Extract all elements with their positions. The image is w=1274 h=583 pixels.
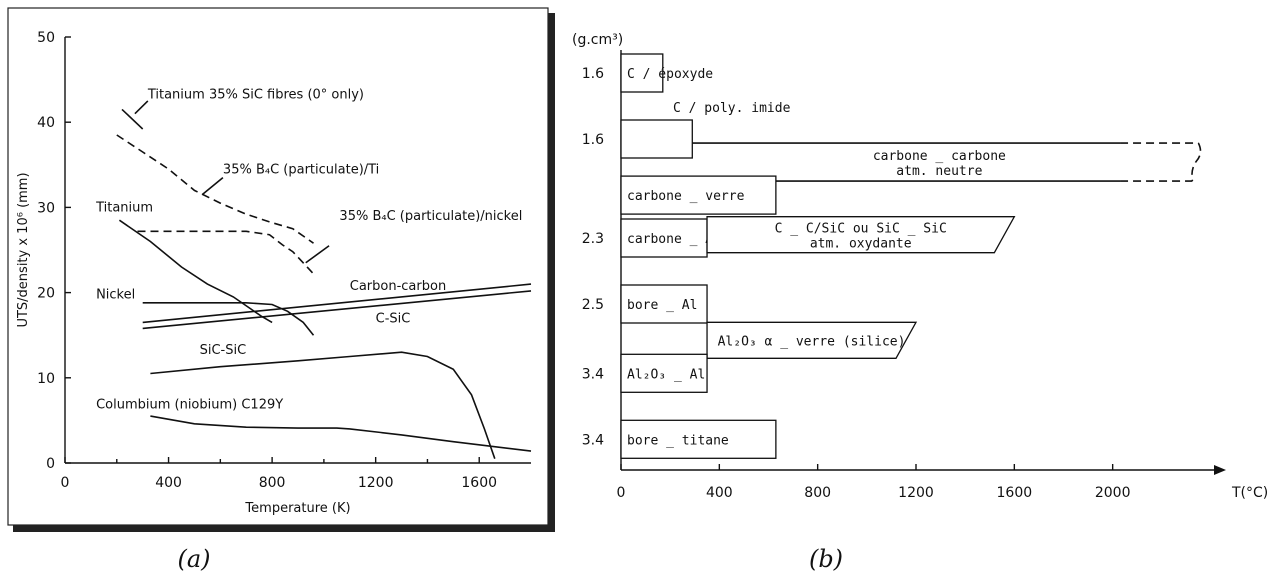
b-bar-label-0: C / époxyde <box>627 67 713 82</box>
b-bar-label-4: carbone _ Al <box>627 232 721 247</box>
b-x-axis-arrow <box>1214 465 1226 475</box>
a-x-tick-label: 0 <box>61 475 70 491</box>
b-density-label: 1.6 <box>582 66 604 82</box>
a-x-axis-label: Temperature (K) <box>244 501 350 516</box>
b-bar-label-7: Al₂O₃ α _ verre (silice) <box>718 334 906 349</box>
a-series-label-0: Titanium 35% SiC fibres (0° only) <box>147 87 364 102</box>
a-series-line-4 <box>142 302 315 336</box>
a-series-label-2: Titanium <box>95 201 153 216</box>
a-x-tick-label: 800 <box>259 475 286 491</box>
a-series-label-5: Carbon-carbon <box>350 279 446 294</box>
a-x-tick-label: 1600 <box>461 475 497 491</box>
a-series-line-8 <box>150 415 532 452</box>
b-y-axis-label: (g.cm³) <box>572 32 623 48</box>
b-bar-label-5: C _ C/SiC ou SiC _ SiC <box>775 222 947 237</box>
b-density-label: 2.3 <box>582 231 604 247</box>
b-density-labels: 1.6 1.6 2.3 2.5 3.4 3.4 <box>582 66 604 448</box>
b-bar-6 <box>620 284 708 324</box>
b-bar-5 <box>706 216 1016 254</box>
caption-b: (b) <box>809 545 843 573</box>
b-bar-1 <box>620 119 693 159</box>
a-ticks: 0 400 800 1200 1600 0 10 20 30 40 50 <box>37 30 497 491</box>
a-series: Titanium 35% SiC fibres (0° only) 35% B₄C… <box>95 87 532 459</box>
b-bars: C / époxyde C / poly. imide carbone _ carb… <box>620 53 1202 459</box>
b-bar-4 <box>620 218 708 258</box>
b-x-tick-label: 1200 <box>898 485 934 501</box>
b-x-tick-label: 400 <box>706 485 733 501</box>
b-bar-2-break <box>1191 142 1202 182</box>
panel-a-chart: 0 400 800 1200 1600 0 10 20 30 40 50 Titanium 35% … <box>16 30 532 516</box>
b-bar-3 <box>620 175 777 215</box>
b-x-axis-label: T(°C) <box>1231 485 1268 501</box>
a-y-tick-label: 50 <box>37 30 55 46</box>
b-x-tick-label: 1600 <box>997 485 1033 501</box>
a-series-line-3 <box>137 230 315 275</box>
a-y-axis-label: UTS/density x 10⁶ (mm) <box>16 172 31 327</box>
a-series-label-3: 35% B₄C (particulate)/nickel <box>339 209 522 224</box>
b-x-tick-label: 0 <box>617 485 626 501</box>
b-bar-label-1: C / poly. imide <box>673 101 791 116</box>
a-series-line-0 <box>121 108 144 130</box>
b-x-tick-label: 2000 <box>1095 485 1131 501</box>
b-bar-label-9: bore _ titane <box>627 433 729 448</box>
a-y-tick-label: 40 <box>37 115 55 131</box>
b-bar-sublabel-2: atm. neutre <box>896 164 982 179</box>
a-y-tick-label: 20 <box>37 286 55 302</box>
b-bar-label-6: bore _ Al <box>627 298 697 313</box>
a-series-line-5 <box>142 283 532 324</box>
a-x-tick-label: 1200 <box>358 475 394 491</box>
a-series-label-8: Columbium (niobium) C129Y <box>96 397 283 412</box>
b-ticks: 0 400 800 1200 1600 2000 <box>617 464 1131 501</box>
a-y-tick-label: 10 <box>37 371 55 387</box>
b-density-label: 3.4 <box>582 432 604 448</box>
a-series-label-1: 35% B₄C (particulate)/Ti <box>223 162 379 177</box>
a-leader-line-2 <box>305 245 330 264</box>
a-y-tick-label: 30 <box>37 200 55 216</box>
b-bar-label-3: carbone _ verre <box>627 189 745 204</box>
b-density-label: 2.5 <box>582 297 604 313</box>
a-leader-line-0 <box>134 100 149 115</box>
b-bar-label-8: Al₂O₃ _ Al <box>627 367 705 382</box>
a-y-tick-label: 0 <box>46 456 55 472</box>
b-bar-7 <box>706 321 918 359</box>
b-bar-label-2: carbone _ carbone <box>873 149 1006 164</box>
panel-a-frame <box>7 7 549 526</box>
b-x-tick-label: 800 <box>804 485 831 501</box>
b-bar-8 <box>620 353 708 393</box>
a-series-line-1 <box>116 134 314 244</box>
b-bar-0 <box>620 53 664 93</box>
a-x-tick-label: 400 <box>155 475 182 491</box>
a-series-line-6 <box>142 290 532 330</box>
a-series-line-7 <box>150 351 496 459</box>
caption-a: (a) <box>177 545 210 573</box>
a-series-label-4: Nickel <box>96 288 135 303</box>
b-bar-sublabel-5: atm. oxydante <box>810 237 912 252</box>
a-series-label-7: SiC-SiC <box>200 343 247 358</box>
b-bar-9 <box>620 419 777 459</box>
a-leader-line-1 <box>201 176 224 196</box>
panel-b-chart: 0 400 800 1200 1600 2000 1.6 1.6 2.3 2.5 3.4 3.4 C… <box>572 32 1268 501</box>
b-density-label: 3.4 <box>582 366 604 382</box>
a-series-label-6: C-SiC <box>376 311 411 326</box>
b-density-label: 1.6 <box>582 132 604 148</box>
